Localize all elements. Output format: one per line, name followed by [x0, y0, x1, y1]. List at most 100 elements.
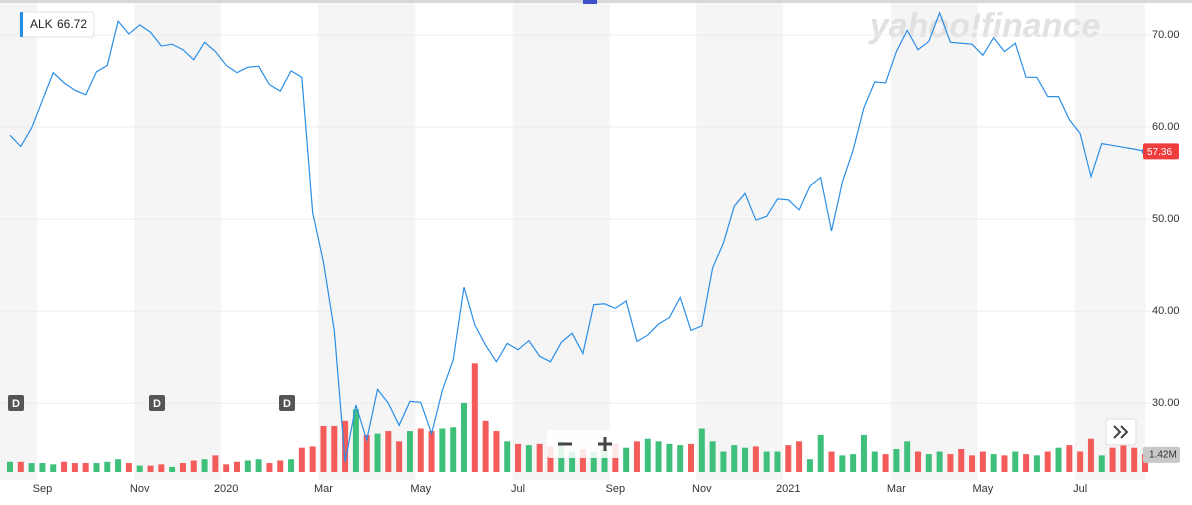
volume-bar — [136, 465, 143, 472]
volume-bar — [536, 443, 543, 472]
volume-bar — [28, 463, 35, 472]
volume-bar — [698, 428, 705, 472]
x-tick-label: 2021 — [776, 483, 800, 495]
volume-bar — [1001, 455, 1008, 472]
volume-bar — [17, 461, 24, 472]
volume-badge-label: 1.42M — [1149, 449, 1177, 460]
volume-bar — [742, 447, 749, 472]
volume-bar — [871, 451, 878, 472]
tooltip-accent — [20, 12, 23, 37]
volume-bar — [1012, 451, 1019, 472]
volume-bar — [331, 425, 338, 472]
volume-bar — [417, 428, 424, 472]
volume-bar — [828, 451, 835, 472]
x-tick-label: Jul — [511, 483, 525, 495]
volume-bar — [396, 441, 403, 472]
volume-bar — [1023, 454, 1030, 472]
volume-bar — [428, 431, 435, 472]
volume-bar — [115, 459, 122, 472]
volume-bar — [71, 463, 78, 472]
month-band — [696, 3, 783, 480]
y-tick-label: 60.00 — [1152, 121, 1180, 133]
price-badge-label: 57.36 — [1147, 147, 1172, 158]
volume-bar — [850, 454, 857, 472]
volume-bar — [352, 409, 359, 472]
volume-bar — [1087, 438, 1094, 472]
volume-bar — [601, 448, 608, 472]
month-band — [1074, 3, 1145, 480]
volume-bar — [1109, 447, 1116, 472]
volume-bar — [320, 425, 327, 472]
volume-bar — [569, 451, 576, 472]
volume-bar — [1142, 453, 1148, 472]
volume-bar — [958, 448, 965, 472]
y-tick-label: 70.00 — [1152, 29, 1180, 41]
volume-bar — [158, 464, 165, 472]
volume-bar — [547, 446, 554, 472]
volume-bar — [720, 451, 727, 472]
scroll-right[interactable] — [1105, 418, 1137, 446]
volume-bar — [1077, 451, 1084, 472]
dividend-label: D — [153, 398, 161, 410]
volume-bar — [179, 463, 186, 472]
volume-bar — [255, 459, 262, 472]
dividend-label: D — [12, 398, 20, 410]
volume-badge — [1143, 446, 1180, 463]
volume-bar — [50, 464, 57, 472]
dividend-marker — [8, 395, 24, 411]
volume-bar — [363, 434, 370, 472]
month-band — [890, 3, 978, 480]
x-tick-label: Sep — [606, 483, 626, 495]
top-handle — [583, 0, 597, 4]
volume-bar — [1044, 451, 1051, 472]
volume-bar — [709, 441, 716, 472]
volume-bar — [212, 455, 219, 472]
volume-bar — [82, 463, 89, 472]
x-tick-label: May — [410, 483, 431, 495]
volume-bar — [644, 438, 651, 472]
volume-bar — [1098, 455, 1105, 472]
volume-bar — [969, 455, 976, 472]
volume-bar — [893, 448, 900, 472]
volume-bar — [39, 463, 46, 472]
volume-bar — [904, 441, 911, 472]
tooltip-symbol: ALK — [30, 17, 53, 31]
price-badge — [1143, 143, 1179, 160]
dividend-label: D — [283, 398, 291, 410]
volume-bar — [1120, 434, 1127, 472]
watermark: yahoo!finance — [868, 7, 1100, 45]
volume-bar — [1131, 447, 1138, 472]
volume-bar — [342, 420, 349, 472]
volume-bar — [860, 434, 867, 472]
volume-bar — [947, 454, 954, 472]
volume-bar — [201, 459, 208, 472]
volume-bar — [623, 447, 630, 472]
x-tick-label: 2020 — [214, 483, 238, 495]
volume-bar — [482, 420, 489, 472]
volume-bar — [169, 466, 176, 472]
volume-bar — [925, 454, 932, 472]
volume-bar — [990, 454, 997, 472]
month-band — [512, 3, 610, 480]
volume-bar — [806, 459, 813, 472]
y-tick-label: 50.00 — [1152, 213, 1180, 225]
month-band — [318, 3, 416, 480]
volume-bar — [633, 441, 640, 472]
scroll-icon — [1120, 425, 1129, 439]
volume-bar — [763, 451, 770, 472]
volume-bar — [504, 441, 511, 472]
volume-bar — [666, 443, 673, 472]
volume-bar — [688, 443, 694, 472]
x-tick-label: Mar — [314, 483, 333, 495]
volume-bar — [406, 431, 413, 472]
x-tick-label: Nov — [692, 483, 712, 495]
volume-bar — [266, 463, 273, 472]
volume-bar — [104, 461, 111, 472]
volume-bar — [147, 465, 154, 472]
volume-bar — [1033, 455, 1040, 472]
volume-bar — [1055, 447, 1062, 472]
volume-bar — [882, 454, 889, 472]
tooltip: ALK 66.72 — [19, 11, 95, 38]
volume-bar — [525, 445, 532, 472]
